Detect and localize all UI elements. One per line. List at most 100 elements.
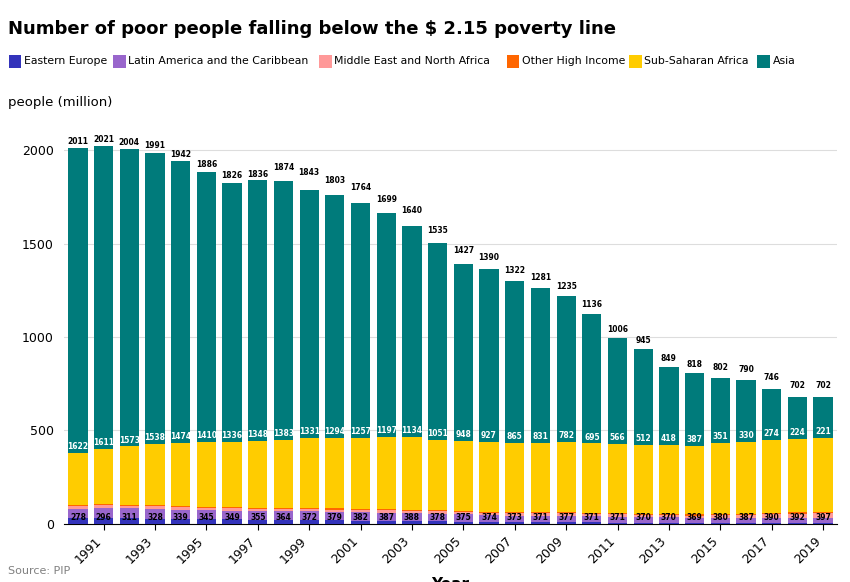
Text: 831: 831 <box>532 432 548 441</box>
Text: 388: 388 <box>404 513 420 522</box>
Bar <box>557 512 575 513</box>
Bar <box>505 516 524 522</box>
Bar <box>402 511 422 513</box>
Text: 1294: 1294 <box>325 427 345 436</box>
Bar <box>120 150 139 446</box>
Text: 345: 345 <box>199 513 214 522</box>
Bar <box>505 512 524 513</box>
Bar <box>685 514 705 516</box>
Bar <box>299 511 319 520</box>
Text: 818: 818 <box>687 360 703 369</box>
Bar <box>454 264 473 441</box>
Bar <box>736 515 756 519</box>
Bar <box>351 438 371 509</box>
Bar <box>351 512 371 521</box>
Text: 1803: 1803 <box>325 176 345 185</box>
Text: 379: 379 <box>327 513 343 522</box>
Bar <box>711 523 730 524</box>
Text: 387: 387 <box>687 435 703 443</box>
Bar <box>736 380 756 442</box>
Bar <box>351 510 371 512</box>
Bar <box>813 513 833 518</box>
Bar <box>377 437 396 509</box>
Text: 2011: 2011 <box>67 137 88 146</box>
Bar <box>711 515 730 518</box>
Bar <box>557 296 575 442</box>
Bar <box>711 514 730 515</box>
Bar <box>120 446 139 505</box>
Bar <box>68 509 88 519</box>
Text: 2004: 2004 <box>119 139 139 147</box>
Bar <box>145 505 165 506</box>
Bar <box>274 520 293 524</box>
Bar <box>171 443 190 506</box>
Bar <box>762 389 781 441</box>
Bar <box>557 516 575 522</box>
Text: 1281: 1281 <box>530 274 551 282</box>
Bar <box>94 146 113 449</box>
Bar <box>223 507 241 508</box>
Text: 371: 371 <box>532 513 548 522</box>
Text: 1535: 1535 <box>428 226 448 235</box>
Text: 1991: 1991 <box>144 141 166 150</box>
Bar <box>145 519 165 524</box>
Bar <box>377 513 396 521</box>
Bar <box>196 519 216 524</box>
Text: 418: 418 <box>661 434 677 443</box>
Bar <box>530 512 550 513</box>
Text: 351: 351 <box>712 432 728 441</box>
Text: Middle East and North Africa: Middle East and North Africa <box>334 56 490 66</box>
Text: 224: 224 <box>790 428 805 437</box>
Bar <box>762 513 781 514</box>
Bar <box>685 516 705 518</box>
Text: 1427: 1427 <box>453 246 474 255</box>
Bar <box>196 506 216 508</box>
Bar <box>223 510 241 519</box>
Text: 865: 865 <box>507 432 523 441</box>
Bar <box>299 438 319 508</box>
Bar <box>428 510 447 512</box>
Bar <box>660 523 678 524</box>
Text: 349: 349 <box>224 513 240 522</box>
Bar <box>530 513 550 516</box>
Text: 1474: 1474 <box>170 432 191 441</box>
Text: 330: 330 <box>738 431 754 440</box>
Bar <box>582 516 602 523</box>
Text: 1383: 1383 <box>273 429 294 438</box>
Text: 790: 790 <box>738 365 754 374</box>
Bar <box>326 520 344 524</box>
Bar <box>557 442 575 512</box>
Text: 387: 387 <box>738 513 754 522</box>
Bar <box>582 314 602 443</box>
Bar <box>685 373 705 446</box>
Bar <box>633 523 653 524</box>
Text: 1538: 1538 <box>144 433 166 442</box>
Bar <box>479 512 499 513</box>
Bar <box>736 519 756 523</box>
Bar <box>377 214 396 437</box>
Bar <box>428 514 447 521</box>
Bar <box>248 511 268 520</box>
Bar <box>788 513 807 518</box>
Bar <box>660 517 678 523</box>
Bar <box>145 506 165 509</box>
Text: 374: 374 <box>481 513 497 522</box>
Bar <box>196 510 216 519</box>
Bar <box>120 519 139 524</box>
Bar <box>530 522 550 524</box>
Bar <box>402 225 422 437</box>
Bar <box>326 194 344 438</box>
Bar <box>248 441 268 508</box>
Text: 380: 380 <box>712 513 728 522</box>
Bar <box>196 442 216 506</box>
Bar <box>505 522 524 524</box>
Bar <box>685 446 705 514</box>
Text: 296: 296 <box>96 513 111 522</box>
Bar <box>145 153 165 444</box>
Bar <box>608 514 627 517</box>
Text: 1942: 1942 <box>170 150 191 159</box>
Bar <box>377 509 396 510</box>
Bar <box>120 505 139 506</box>
Text: people (million): people (million) <box>8 96 113 109</box>
Bar <box>660 514 678 515</box>
